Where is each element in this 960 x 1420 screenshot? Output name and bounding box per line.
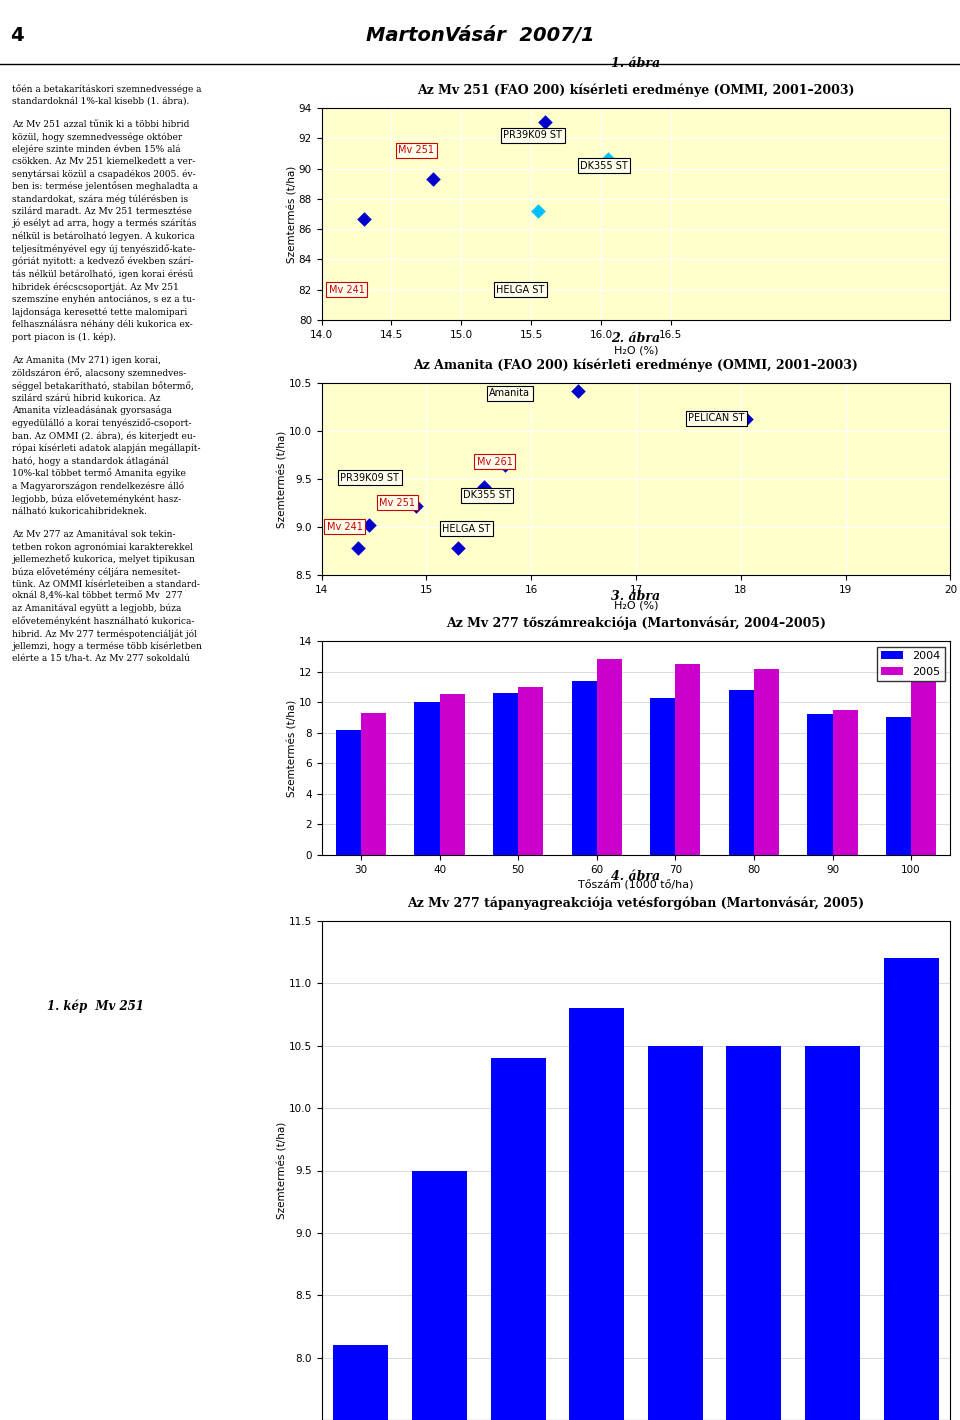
Bar: [883, 959, 939, 1420]
Text: PELICAN ST: PELICAN ST: [688, 413, 745, 423]
Bar: [491, 1058, 545, 1420]
Bar: [569, 1008, 624, 1420]
Bar: [754, 669, 780, 855]
Point: [531, 200, 546, 223]
Bar: [805, 1045, 860, 1420]
Text: PR39K09 ST: PR39K09 ST: [503, 131, 563, 141]
Text: 2. ábra: 2. ábra: [612, 332, 660, 345]
Bar: [832, 710, 857, 855]
Text: HELGA ST: HELGA ST: [443, 524, 491, 534]
Bar: [727, 1045, 781, 1420]
X-axis label: H₂O (%): H₂O (%): [613, 601, 659, 611]
X-axis label: Tőszám (1000 tő/ha): Tőszám (1000 tő/ha): [578, 880, 694, 890]
Bar: [361, 713, 386, 855]
Point: [408, 494, 423, 517]
Point: [738, 408, 754, 430]
Point: [356, 207, 372, 230]
Point: [476, 476, 492, 498]
Bar: [729, 690, 754, 855]
Text: PR39K09 ST: PR39K09 ST: [341, 473, 399, 483]
Text: Az Mv 251 (FAO 200) kísérleti eredménye (OMMI, 2001–2003): Az Mv 251 (FAO 200) kísérleti eredménye …: [418, 84, 854, 97]
Text: MartonVásár  2007/1: MartonVásár 2007/1: [366, 26, 594, 44]
Point: [425, 168, 441, 190]
Bar: [415, 701, 440, 855]
Point: [497, 453, 513, 476]
Text: 1. kép  Mv 251: 1. kép Mv 251: [47, 1000, 144, 1012]
Text: DK355 ST: DK355 ST: [580, 160, 628, 170]
Bar: [807, 714, 832, 855]
Text: Mv 261: Mv 261: [477, 457, 513, 467]
Text: 1. ábra: 1. ábra: [612, 57, 660, 70]
Y-axis label: Szemtermés (t/ha): Szemtermés (t/ha): [287, 165, 298, 263]
Bar: [675, 665, 701, 855]
Text: HELGA ST: HELGA ST: [496, 285, 544, 295]
Bar: [886, 717, 911, 855]
Text: Mv 251: Mv 251: [398, 145, 435, 155]
Bar: [648, 1045, 703, 1420]
Bar: [518, 687, 543, 855]
Point: [600, 148, 615, 170]
Point: [350, 537, 366, 559]
Point: [361, 514, 376, 537]
Bar: [597, 659, 622, 855]
Text: Mv 251: Mv 251: [379, 498, 416, 508]
Text: 4. ábra: 4. ábra: [612, 869, 660, 883]
Text: Az Amanita (FAO 200) kísérleti eredménye (OMMI, 2001–2003): Az Amanita (FAO 200) kísérleti eredménye…: [414, 359, 858, 372]
Bar: [571, 680, 597, 855]
X-axis label: H₂O (%): H₂O (%): [613, 345, 659, 355]
Bar: [440, 694, 465, 855]
Bar: [336, 730, 361, 855]
Y-axis label: Szemtermés (t/ha): Szemtermés (t/ha): [277, 1122, 287, 1220]
Point: [538, 111, 553, 133]
Point: [450, 537, 466, 559]
Legend: 2004, 2005: 2004, 2005: [876, 646, 945, 682]
Text: Mv 241: Mv 241: [328, 285, 365, 295]
Bar: [333, 1345, 389, 1420]
Text: DK355 ST: DK355 ST: [463, 490, 511, 500]
Bar: [412, 1170, 467, 1420]
Text: Az Mv 277 tőszámreakciója (Martonvásár, 2004–2005): Az Mv 277 tőszámreakciója (Martonvásár, …: [446, 616, 826, 630]
Text: Az Mv 277 tápanyagreakciója vetésforgóban (Martonvásár, 2005): Az Mv 277 tápanyagreakciója vetésforgóba…: [407, 896, 865, 910]
Text: 3. ábra: 3. ábra: [612, 589, 660, 602]
Bar: [650, 697, 675, 855]
Text: Mv 241: Mv 241: [326, 523, 363, 532]
Point: [570, 379, 586, 402]
Text: tőén a betakarításkori szemnedvessége a
standardoknál 1%-kal kisebb (1. ábra).

: tőén a betakarításkori szemnedvessége a …: [12, 84, 203, 663]
Bar: [911, 682, 936, 855]
Text: 4: 4: [10, 26, 23, 44]
Bar: [492, 693, 518, 855]
Y-axis label: Szemtermés (t/ha): Szemtermés (t/ha): [277, 430, 287, 528]
Y-axis label: Szemtermés (t/ha): Szemtermés (t/ha): [287, 700, 298, 797]
Text: Amanita: Amanita: [490, 389, 530, 399]
